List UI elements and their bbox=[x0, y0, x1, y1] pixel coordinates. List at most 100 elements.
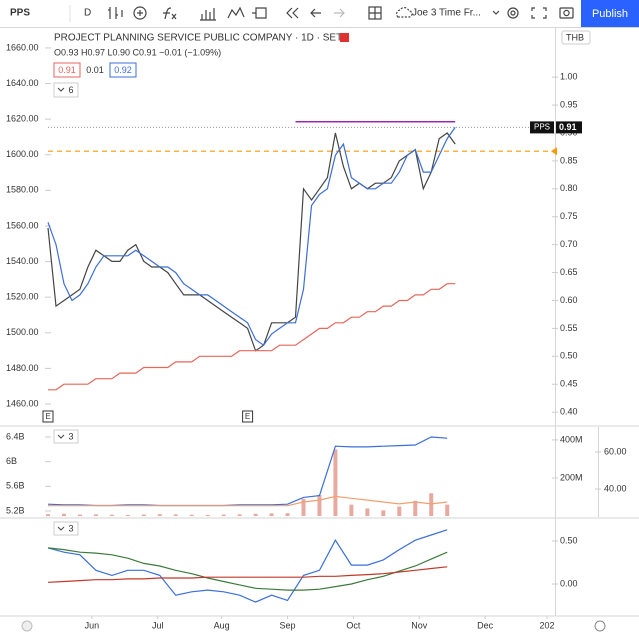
axis-label: 0.00 bbox=[560, 578, 578, 588]
settings-center bbox=[510, 10, 516, 16]
volume-bar bbox=[189, 514, 194, 517]
axis-label: 1460.00 bbox=[6, 398, 39, 408]
bar-style-icon[interactable] bbox=[108, 7, 123, 19]
volume-bar bbox=[445, 504, 450, 517]
axis-label: 0.80 bbox=[560, 183, 578, 193]
alert-icon[interactable] bbox=[252, 7, 267, 19]
axis-settings-icon[interactable] bbox=[594, 620, 606, 632]
x-tick-label: Aug bbox=[214, 620, 230, 630]
chart-title: PROJECT PLANNING SERVICE PUBLIC COMPANY … bbox=[54, 33, 342, 44]
currency[interactable]: THB bbox=[566, 32, 584, 42]
axis-label: 1620.00 bbox=[6, 114, 39, 124]
frame bbox=[0, 28, 639, 617]
layout-name[interactable]: Joe 3 Time Fr... bbox=[412, 8, 481, 19]
volume-bar bbox=[141, 514, 146, 517]
price-tag bbox=[556, 121, 582, 134]
snapshot-icon[interactable] bbox=[559, 7, 574, 19]
toolbar: PPS D Joe 3 Time Fr... Publish bbox=[0, 0, 639, 28]
volume-bar bbox=[413, 500, 418, 517]
indicator-toggle[interactable] bbox=[53, 82, 79, 98]
indicator-length: 6 bbox=[68, 85, 73, 95]
axis-label: 0.85 bbox=[560, 155, 578, 165]
flag-icon[interactable] bbox=[340, 33, 349, 42]
volume-bar bbox=[333, 449, 338, 517]
axis-label: 5.2B bbox=[6, 505, 25, 515]
undo-icon[interactable] bbox=[310, 8, 321, 18]
templates-icon[interactable] bbox=[227, 6, 245, 19]
fx-icon[interactable] bbox=[163, 7, 177, 20]
redo-icon[interactable] bbox=[334, 8, 345, 18]
series-line bbox=[47, 132, 456, 352]
series-line bbox=[47, 547, 448, 591]
indicator-length: 3 bbox=[68, 523, 73, 533]
volume-bar bbox=[205, 514, 210, 517]
volume-bar bbox=[365, 508, 370, 517]
axis-label: 0.75 bbox=[560, 211, 578, 221]
indicator-length: 3 bbox=[68, 431, 73, 441]
axis-label: 5.6B bbox=[6, 481, 25, 491]
volume-bar bbox=[269, 513, 274, 517]
publish-label[interactable]: Publish bbox=[592, 8, 628, 20]
series-line bbox=[48, 283, 456, 391]
volume-bar bbox=[429, 493, 434, 517]
interval[interactable]: D bbox=[84, 8, 91, 19]
volume-bar bbox=[77, 514, 82, 517]
volume-bar bbox=[381, 510, 386, 517]
cloud-icon bbox=[396, 7, 413, 18]
volume-bar bbox=[397, 506, 402, 517]
chevron bbox=[57, 526, 65, 531]
x-tick-label: Sep bbox=[280, 620, 296, 630]
axis-label: 1.00 bbox=[560, 72, 578, 82]
volume-bar bbox=[237, 514, 242, 517]
axis-label: 1500.00 bbox=[6, 327, 39, 337]
financials-icon[interactable] bbox=[200, 8, 216, 21]
axis-label: 0.40 bbox=[560, 407, 578, 417]
volume-bar bbox=[157, 514, 162, 517]
symbol-tag bbox=[530, 121, 554, 134]
axis-label: 1580.00 bbox=[6, 185, 39, 195]
legend-value: 0.92 bbox=[114, 65, 132, 75]
plus bbox=[137, 10, 143, 16]
volume-bar bbox=[253, 513, 258, 517]
series-line bbox=[47, 127, 456, 347]
axis-label: 0.95 bbox=[560, 99, 578, 109]
volume-bar bbox=[317, 495, 322, 517]
fullscreen-icon[interactable] bbox=[531, 7, 547, 19]
axis-label: 1640.00 bbox=[6, 78, 39, 88]
event-marker bbox=[42, 410, 54, 423]
axis-label: 6.4B bbox=[6, 431, 25, 441]
event-marker bbox=[242, 410, 254, 423]
currency-box[interactable] bbox=[561, 30, 591, 45]
chevron bbox=[57, 87, 65, 92]
volume-bar bbox=[93, 514, 98, 517]
axis-label: 400M bbox=[560, 434, 583, 444]
chevron bbox=[57, 434, 65, 439]
toolbar-icons bbox=[108, 6, 574, 21]
legend-value: 0.91 bbox=[58, 65, 76, 75]
axis-label: 0.70 bbox=[560, 239, 578, 249]
volume-bar bbox=[285, 513, 290, 517]
axis-label: 6B bbox=[6, 456, 17, 466]
volume-bar bbox=[46, 514, 50, 517]
dropdown-arrow[interactable] bbox=[492, 10, 500, 15]
layout-grid bbox=[369, 7, 381, 19]
zoom-icon[interactable] bbox=[21, 620, 33, 632]
x-tick-label: Oct bbox=[346, 620, 361, 630]
volume-bar bbox=[173, 514, 178, 517]
axis-label: 1520.00 bbox=[6, 292, 39, 302]
series-line bbox=[47, 529, 448, 603]
axis-label: 0.45 bbox=[560, 379, 578, 389]
indicator-toggle[interactable] bbox=[53, 429, 79, 444]
axis-label: 0.55 bbox=[560, 323, 578, 333]
add-indicator-icon[interactable] bbox=[133, 6, 147, 20]
axis-label: 200M bbox=[560, 472, 583, 482]
indicator-toggle[interactable] bbox=[53, 521, 79, 536]
symbol[interactable]: PPS bbox=[10, 8, 30, 19]
axis-label: 40.00 bbox=[604, 483, 627, 493]
replay-icon[interactable] bbox=[286, 7, 299, 19]
publish-button[interactable] bbox=[581, 0, 639, 27]
axis-label: 1480.00 bbox=[6, 363, 39, 373]
axis-label: 1660.00 bbox=[6, 42, 39, 52]
settings-icon[interactable] bbox=[507, 7, 519, 19]
